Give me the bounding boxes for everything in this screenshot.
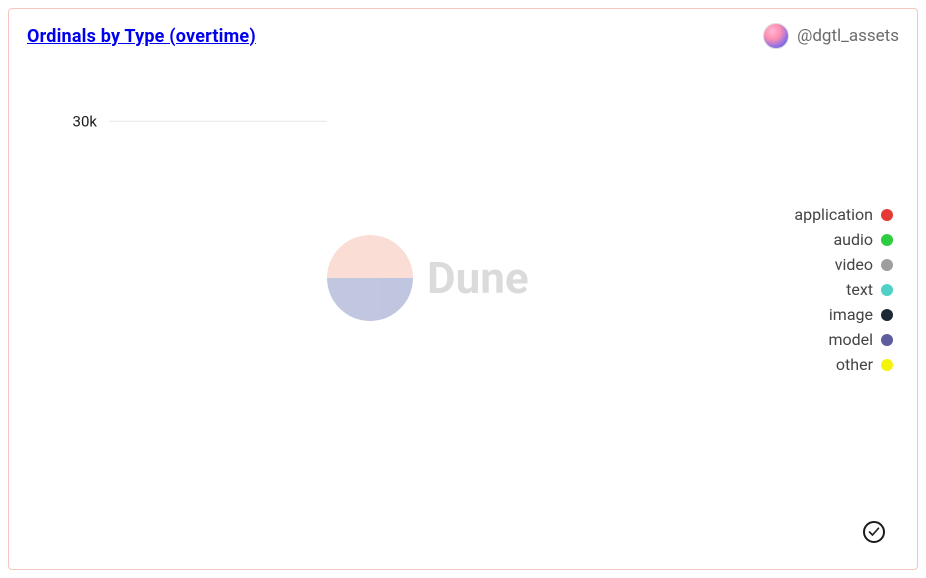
watermark-logo (327, 235, 413, 321)
legend-swatch (881, 284, 893, 296)
legend-label: image (829, 305, 873, 324)
legend-swatch (881, 259, 893, 271)
legend-swatch (881, 309, 893, 321)
legend-swatch (881, 209, 893, 221)
avatar (763, 23, 789, 49)
legend-item[interactable]: application (794, 205, 893, 224)
author-block[interactable]: @dgtl_assets (763, 23, 899, 49)
chart-title-link[interactable]: Ordinals by Type (overtime) (27, 26, 256, 47)
legend-label: other (836, 355, 873, 374)
legend-label: application (794, 205, 873, 224)
legend-label: text (846, 280, 873, 299)
author-handle: @dgtl_assets (797, 26, 899, 46)
legend-item[interactable]: model (794, 330, 893, 349)
legend-label: model (828, 330, 873, 349)
legend-swatch (881, 234, 893, 246)
watermark-text: Dune (427, 252, 529, 304)
watermark: Dune (327, 235, 529, 321)
legend-swatch (881, 359, 893, 371)
verified-icon[interactable] (863, 521, 885, 543)
chart-card: Ordinals by Type (overtime) @dgtl_assets… (8, 8, 918, 570)
legend-label: video (835, 255, 873, 274)
legend-item[interactable]: text (794, 280, 893, 299)
legend-item[interactable]: image (794, 305, 893, 324)
chart-area: Dune 010k20k30kDec 14thJan 22ndFeb 3rdFe… (27, 55, 899, 553)
legend-item[interactable]: other (794, 355, 893, 374)
legend-label: audio (833, 230, 873, 249)
legend-item[interactable]: audio (794, 230, 893, 249)
legend: application audio video text image model other (794, 205, 893, 374)
legend-swatch (881, 334, 893, 346)
legend-item[interactable]: video (794, 255, 893, 274)
y-tick-label: 30k (73, 112, 98, 130)
header: Ordinals by Type (overtime) @dgtl_assets (27, 23, 899, 49)
chart-svg: 010k20k30kDec 14thJan 22ndFeb 3rdFeb 15t… (27, 55, 327, 205)
